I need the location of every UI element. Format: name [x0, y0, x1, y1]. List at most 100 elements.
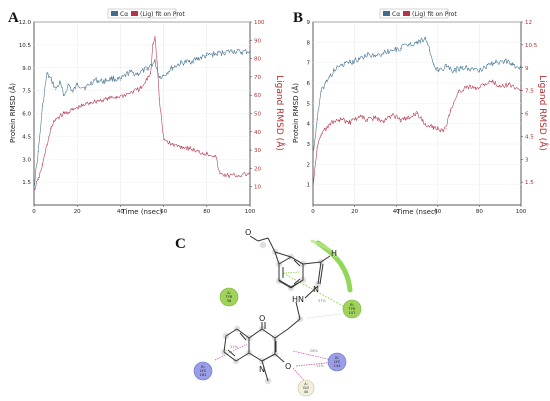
chart-b-series-protein-line [312, 36, 522, 153]
interaction-pct-2: 26% [310, 349, 318, 353]
chart-a-ytick-label: 1.5 [22, 180, 31, 186]
chart-a-series-protein-point [59, 82, 61, 84]
chart-a-series-ligand-point [37, 178, 39, 180]
chart-a-series-protein-line [33, 48, 251, 190]
chart-a-series-ligand-point [180, 145, 182, 147]
chart-b-series-protein-point [358, 58, 360, 60]
chart-b-series-ligand-point [383, 120, 385, 122]
chart-b-series-protein-point [312, 153, 314, 155]
residue-lys144-chain: B: [335, 356, 339, 360]
residue-lys161: B: LYS 161 [193, 361, 213, 381]
chart-b-series-ligand-point [520, 88, 522, 90]
chart-a-xtick-label: 20 [74, 209, 81, 215]
chart-a-series-protein-point [197, 58, 199, 60]
chart-b-series-protein-point [503, 60, 505, 62]
interaction-pct-4: 11% [230, 345, 238, 349]
chart-a-series-protein-point [214, 53, 216, 55]
residue-gly40-chain: A: [304, 382, 308, 386]
chart-b-series-ligand-point [499, 85, 501, 87]
chart-a-series-ligand-point [50, 127, 52, 129]
residue-tyr36-name: TYR [225, 295, 233, 299]
chart-a-series-ligand-point [154, 36, 156, 38]
chart-b-ytick-label: 2 [307, 162, 311, 168]
chart-a-series-ligand-point [219, 173, 221, 175]
residue-lys161-chain: B: [201, 365, 205, 369]
interaction-pct-3: 11% [316, 364, 324, 368]
chart-a-series-ligand-point [89, 102, 91, 104]
interaction-diagram: O H N HN O N O 37% 26% 11% 11% A: TYR 36… [193, 228, 362, 397]
chart-b-series-protein-point [366, 54, 368, 56]
chart-b-legend-swatch-protein [383, 11, 390, 16]
chart-a-y2tick-label: 30 [254, 148, 261, 154]
residue-tyr107-name: TYR [348, 307, 356, 311]
chart-a-series-protein-point [154, 61, 156, 63]
chart-b-ytick-label: 8 [307, 40, 311, 46]
chart-a-series-ligand-point [42, 164, 44, 166]
chart-a-series-ligand-point [163, 138, 165, 140]
atom-h-imine: H [331, 249, 337, 258]
chart-b-series-protein-point [374, 56, 376, 58]
chart-a-series-protein-point [158, 76, 160, 78]
chart-b-ytick-label: 7 [307, 61, 311, 67]
chart-b-series-ligand-point [408, 117, 410, 119]
chart-b-series-ligand-point [458, 91, 460, 93]
chart-b-series-ligand-line [312, 79, 522, 187]
chart-a-series-protein-point [232, 50, 234, 52]
chart-b-legend-label-protein: Cα [392, 11, 400, 18]
residue-lys144-number: 144 [334, 364, 341, 368]
chart-a-xtick-label: 0 [32, 209, 36, 215]
chart-b-series-ligand-point [483, 84, 485, 86]
chart-a-series-protein-point [68, 84, 70, 86]
chart-b-series-protein-point [424, 37, 426, 39]
ligand-bonds [223, 235, 331, 382]
chart-b-series-protein-point [462, 66, 464, 68]
chart-a-series-protein-point [55, 88, 57, 90]
chart-a-gridlines [34, 21, 250, 205]
chart-a-series-protein-point [171, 67, 173, 69]
chart-b-y2tick-label: 3 [525, 157, 529, 163]
chart-b-series-ligand-point [312, 186, 314, 188]
chart-a-legend-box [107, 8, 177, 19]
chart-b-series-ligand-point [391, 114, 393, 116]
chart-a-series-protein-point [206, 55, 208, 57]
chart-b-y2tick-label: 7.5 [525, 89, 534, 95]
residue-tyr36-number: 36 [227, 299, 231, 303]
residue-tyr36: A: TYR 36 [219, 287, 239, 307]
chart-b-xtick-label: 80 [476, 209, 483, 215]
chart-b-y2tick-label: 4.5 [525, 134, 534, 140]
chart-a-y2tick-label: 60 [254, 93, 261, 99]
chart-a-ytick-label: 10.5 [19, 43, 32, 49]
chart-a-series [33, 36, 251, 191]
pi-cation-line [282, 271, 301, 274]
residue-lys161-name: LYS [200, 369, 207, 373]
chart-a-legend: Cα (Lig) fit on Prot [107, 8, 185, 19]
chart-b-series [312, 36, 522, 188]
chart-a-series-ligand-point [197, 151, 199, 153]
chart-b-series-protein-point [349, 62, 351, 64]
chart-b-series-protein-point [433, 64, 435, 66]
chart-a-series-ligand-point [227, 175, 229, 177]
residue-tyr107-number: 107 [349, 311, 356, 315]
chart-b-legend-box [379, 8, 449, 19]
chart-a-y2tick-label: 40 [254, 130, 261, 136]
chart-b-series-ligand-point [445, 128, 447, 130]
chart-b-xlabel: Time (nsec) [395, 208, 437, 216]
chart-a-series-ligand-point [206, 153, 208, 155]
chart-b-xtick-label: 60 [434, 209, 441, 215]
chart-a-ylabel: Protein RMSD (Å) [8, 83, 17, 143]
solvent-exposure-arc-inner [310, 239, 338, 258]
chart-a-series-protein-point [240, 52, 242, 53]
chart-a-series-ligand-point [115, 96, 117, 98]
residue-lys144: B: LYS 144 [327, 352, 347, 372]
chart-a-series-protein-point [42, 105, 44, 107]
chart-b-series-protein-point [487, 64, 489, 66]
chart-b-series-ligand-point [474, 88, 476, 90]
panel-b-label: B [293, 10, 303, 26]
chart-a-series-protein-point [46, 73, 48, 75]
chart-b-xtick-label: 40 [393, 209, 400, 215]
chart-b-series-protein-point [512, 64, 514, 66]
chart-b-series-ligand-point [416, 113, 418, 114]
chart-b-ytick-label: 5 [307, 101, 311, 107]
chart-b-series-protein-point [437, 70, 439, 72]
